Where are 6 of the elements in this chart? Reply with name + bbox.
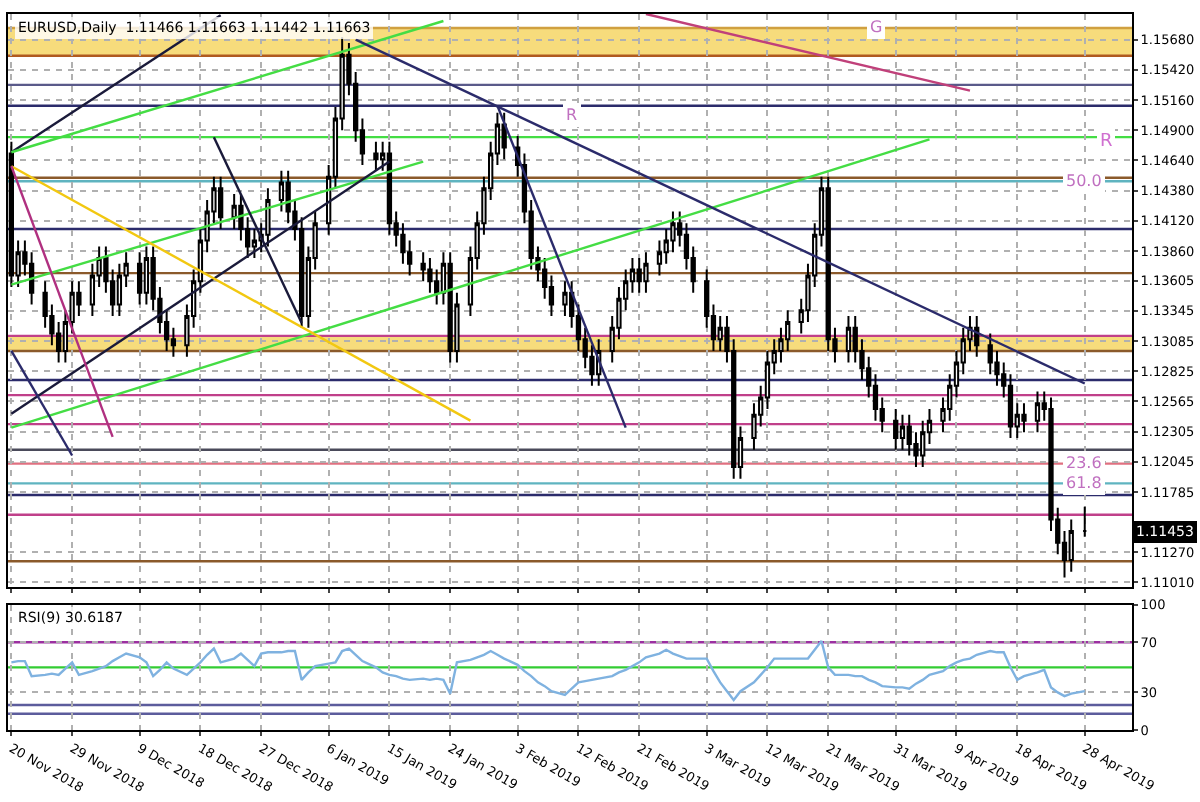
annotation: 50.0 xyxy=(1066,172,1102,190)
annotation: R xyxy=(566,106,578,124)
annotation: 23.6 xyxy=(1066,454,1102,472)
annotation: R xyxy=(1100,132,1113,152)
annotation: 61.8 xyxy=(1066,474,1102,492)
annotation: G xyxy=(870,18,883,36)
